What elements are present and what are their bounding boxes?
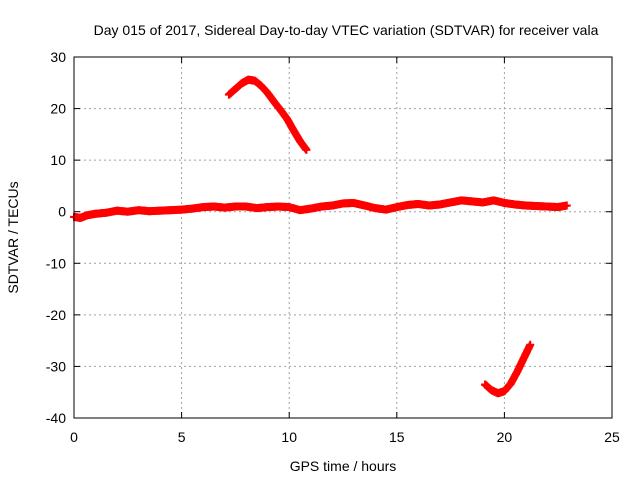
y-axis-label: SDTVAR / TECUs xyxy=(5,181,21,293)
data-point xyxy=(526,340,535,349)
plot-frame xyxy=(73,56,613,419)
data-point xyxy=(562,201,571,210)
grid-lines xyxy=(74,57,612,418)
y-tick-label: -20 xyxy=(46,307,66,323)
y-tick-label: 20 xyxy=(50,101,66,117)
y-tick-label: 0 xyxy=(58,204,66,220)
chart-title: Day 015 of 2017, Sidereal Day-to-day VTE… xyxy=(94,22,599,38)
x-tick-label: 20 xyxy=(497,429,513,445)
x-tick-label: 5 xyxy=(178,429,186,445)
y-tick-label: 30 xyxy=(50,49,66,65)
x-tick-label: 10 xyxy=(281,429,297,445)
x-axis-ticks: 0 5 10 15 20 25 xyxy=(70,57,620,445)
y-tick-label: -10 xyxy=(46,255,66,271)
y-tick-label: -40 xyxy=(46,410,66,426)
y-axis-ticks: -40 -30 -20 -10 0 10 20 30 xyxy=(46,49,612,426)
data-point xyxy=(302,145,311,154)
y-tick-label: 10 xyxy=(50,152,66,168)
x-tick-label: 25 xyxy=(604,429,620,445)
series-2 xyxy=(224,75,311,154)
y-tick-label: -30 xyxy=(46,358,66,374)
data-series xyxy=(70,75,571,398)
x-tick-label: 15 xyxy=(389,429,405,445)
x-tick-label: 0 xyxy=(70,429,78,445)
x-axis-label: GPS time / hours xyxy=(290,458,397,474)
series-3 xyxy=(481,340,535,398)
series-1 xyxy=(70,196,571,222)
